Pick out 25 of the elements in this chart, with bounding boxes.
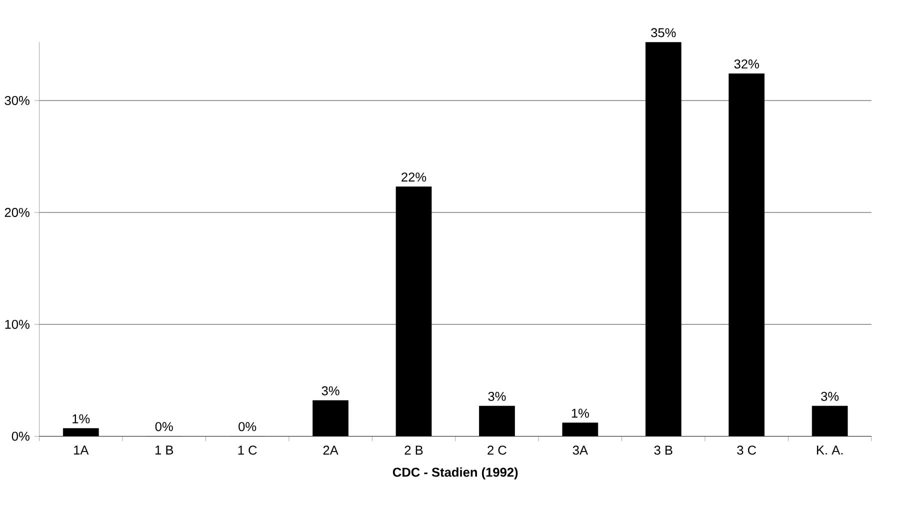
x-tick-label: 2A — [323, 446, 338, 455]
x-tick-label: 3 C — [737, 446, 756, 455]
x-tick-label: 2 C — [488, 446, 506, 455]
data-label: 1% — [572, 408, 589, 418]
x-tick-label: 1 C — [238, 446, 257, 455]
x-tick-label: 2 B — [404, 446, 423, 455]
data-label: 35% — [651, 28, 676, 38]
data-label: 3% — [322, 386, 340, 396]
x-tick-label: 1A — [74, 446, 89, 454]
data-label: 1% — [72, 414, 90, 424]
y-tick-label: 30% — [4, 96, 30, 106]
data-label: 0% — [155, 422, 173, 432]
y-tick-label: 20% — [4, 208, 30, 217]
x-axis-title: CDC - Stadien (1992) — [392, 467, 518, 480]
data-label: 3% — [821, 392, 839, 401]
data-label: 22% — [402, 172, 426, 182]
data-label: 0% — [238, 422, 256, 432]
x-tick-label: K. A. — [817, 446, 843, 454]
data-label: 3% — [488, 392, 506, 401]
x-tick-label: 3A — [572, 446, 588, 455]
y-tick-label: 10% — [5, 320, 30, 329]
x-tick-label: 1 B — [155, 446, 174, 454]
y-tick-label: 0% — [12, 432, 30, 441]
data-label: 32% — [734, 59, 759, 69]
x-tick-label: 3 B — [654, 446, 672, 455]
